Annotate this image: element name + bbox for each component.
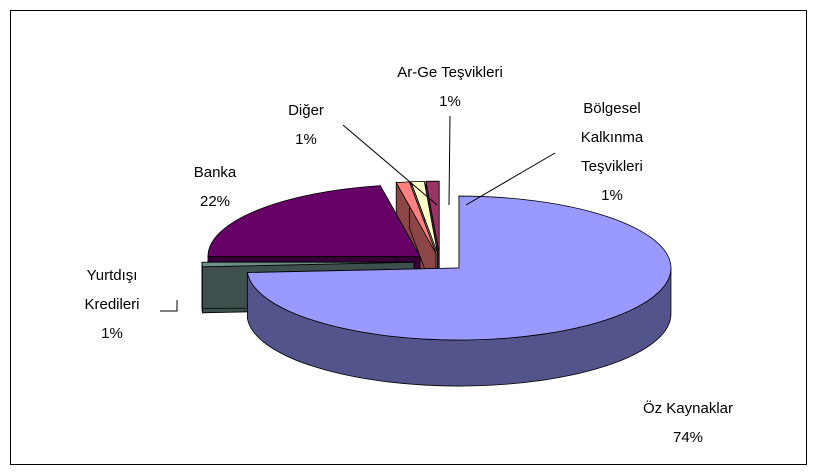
- slice: [425, 180, 440, 254]
- category-label: Ar-Ge Teşvikleri: [397, 64, 503, 81]
- category-label: Yurtdışı Kredileri: [84, 267, 140, 313]
- value-label: 22%: [199, 193, 231, 210]
- category-label: Bölgesel Kalkınma Teşvikleri: [580, 100, 644, 175]
- value-label: 1%: [295, 131, 317, 148]
- slice-label: Bölgesel Kalkınma Teşvikleri 1%: [552, 94, 672, 210]
- leader-line: [465, 152, 556, 206]
- slice-label: Yurtdışı Kredileri 1%: [57, 261, 167, 348]
- slice-label: Diğer 1%: [266, 96, 346, 154]
- slice: [201, 261, 415, 268]
- leader-line: [448, 115, 451, 206]
- slice: [246, 195, 672, 341]
- slice-label: Ar-Ge Teşvikleri 1%: [360, 58, 540, 116]
- category-label: Banka: [193, 164, 237, 181]
- leader-line: [342, 124, 438, 206]
- slice-label: Öz Kaynaklar 74%: [608, 394, 768, 452]
- slice: [410, 180, 438, 254]
- value-label: 1%: [439, 93, 461, 110]
- value-label: 1%: [101, 325, 123, 342]
- value-label: 74%: [672, 429, 704, 446]
- value-label: 1%: [601, 187, 623, 204]
- slice: [207, 185, 421, 257]
- category-label: Diğer: [288, 102, 324, 119]
- category-label: Öz Kaynaklar: [642, 400, 734, 417]
- slice-label: Banka 22%: [165, 158, 265, 216]
- leader-line: [160, 300, 178, 312]
